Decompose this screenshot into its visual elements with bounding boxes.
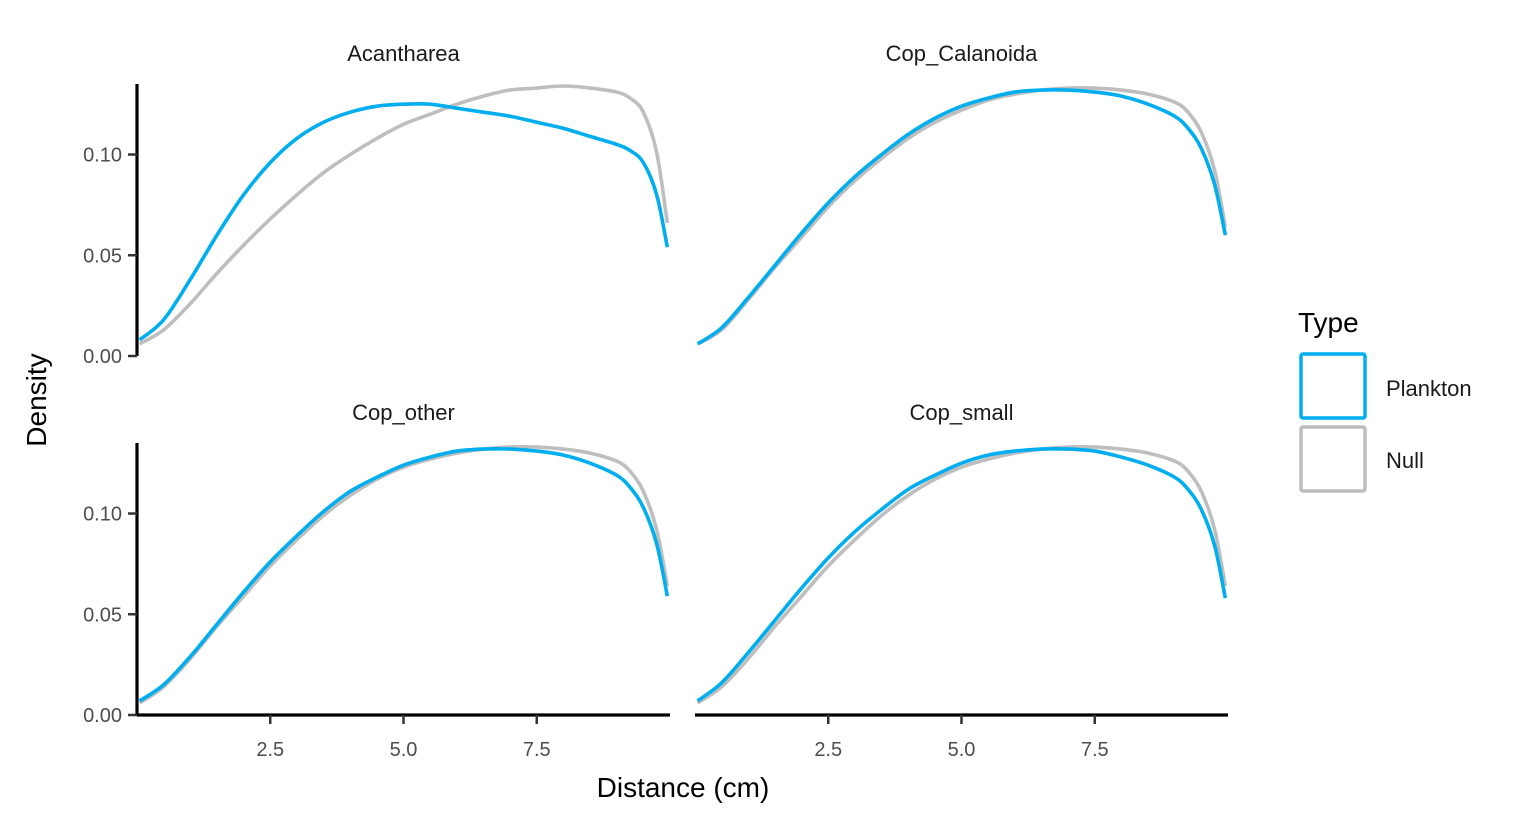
facet-cop-small: Cop_small 2.5 5.0 7.5 [695, 400, 1228, 761]
facet-acantharea: Acantharea 0.00 0.05 0.10 [83, 41, 670, 368]
legend-title: Type [1298, 307, 1359, 338]
series-line-plankton-acantharea [138, 101, 670, 342]
facet-cop-other: Cop_other 0.00 0.05 0.10 2.5 5.0 7.5 [83, 400, 670, 761]
x-tick-label: 2.5 [814, 739, 842, 761]
x-tick-label: 7.5 [523, 739, 551, 761]
x-tick-label: 5.0 [948, 739, 976, 761]
legend-entry-null: Null [1299, 425, 1424, 493]
facet-title-cop-calanoida: Cop_Calanoida [886, 41, 1038, 66]
series-line-null-cop-other [138, 444, 670, 705]
legend-label-null: Null [1386, 448, 1424, 473]
legend-entry-plankton: Plankton [1299, 352, 1472, 420]
y-tick-label: 0.00 [83, 346, 122, 368]
y-tick-label: 0.05 [83, 245, 122, 267]
facet-panels: Acantharea 0.00 0.05 0.10 Cop_Calanoida Cop_o… [83, 41, 1228, 761]
facet-title-cop-other: Cop_other [352, 400, 455, 425]
legend-label-plankton: Plankton [1386, 376, 1472, 401]
legend-key-null [1299, 425, 1367, 493]
x-tick-label: 5.0 [390, 739, 418, 761]
series-line-null-cop-calanoida [696, 85, 1228, 346]
x-tick-label: 7.5 [1081, 739, 1109, 761]
facet-cop-calanoida: Cop_Calanoida [696, 41, 1228, 346]
facet-title-cop-small: Cop_small [910, 400, 1014, 425]
series-line-null-cop-small [696, 444, 1228, 705]
x-axis-title: Distance (cm) [597, 772, 770, 803]
x-tick-label: 2.5 [256, 739, 284, 761]
series-line-plankton-cop-calanoida [696, 87, 1228, 346]
y-axis-title: Density [21, 353, 52, 446]
y-tick-label: 0.10 [83, 504, 122, 526]
series-line-null-acantharea [138, 84, 670, 346]
y-tick-label: 0.10 [83, 145, 122, 167]
legend: Type Plankton Null [1298, 307, 1472, 493]
facet-title-acantharea: Acantharea [347, 41, 460, 66]
y-tick-label: 0.00 [83, 705, 122, 727]
series-line-plankton-cop-small [696, 446, 1228, 703]
legend-key-plankton [1299, 352, 1367, 420]
y-tick-label: 0.05 [83, 604, 122, 626]
series-line-plankton-cop-other [138, 446, 670, 703]
